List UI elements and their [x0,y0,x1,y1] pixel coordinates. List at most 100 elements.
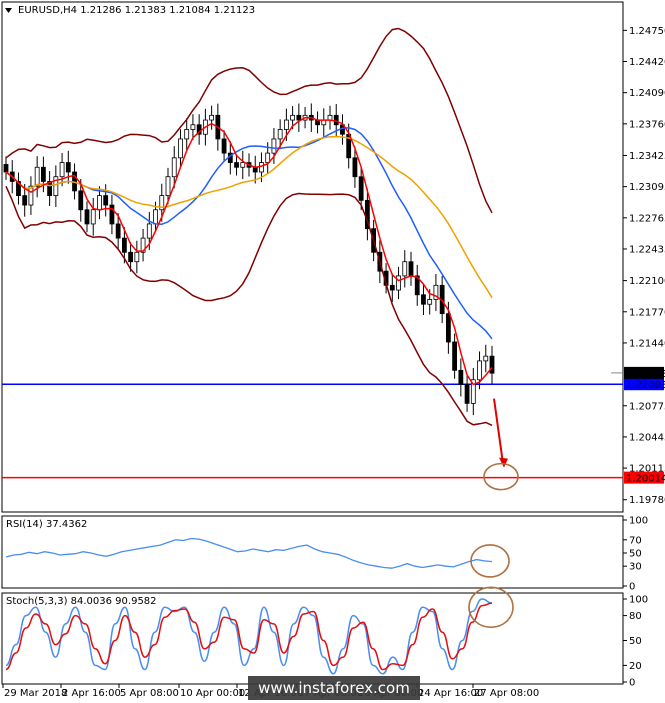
current-price-label-bg [624,366,664,379]
candle-body [483,355,489,362]
candle-body [433,284,439,300]
price-tick-label: 1.24420 [629,57,665,68]
price-tick-label: 1.20445 [629,432,665,443]
candle-body [3,164,9,173]
dropdown-triangle-icon [5,8,12,13]
candle-body [16,181,21,197]
candle-body [34,166,40,187]
candle-body [477,360,482,381]
x-tick-label: 10 Apr 00:00 [180,688,245,699]
candle-body [184,129,190,140]
level-label-0: 1.21003 [626,380,665,391]
target-circle [483,462,519,491]
candle-body [427,299,433,305]
candle-body [352,157,358,178]
candle-body [414,275,420,296]
price-tick-label: 1.20775 [629,401,665,412]
candle-body [445,313,451,343]
price-tick-label: 1.21770 [629,307,665,318]
level-label-bg-0 [624,378,664,391]
candle-body [53,176,59,197]
candle-body [78,190,84,211]
candle-body [159,195,165,211]
candle-body [402,261,408,277]
level-label-bg-1 [624,471,664,484]
candle-body [140,237,146,253]
candle-body [97,195,102,211]
candle-body [221,138,227,154]
candle-body [290,114,296,121]
arrow-shaft [493,398,504,464]
candle-body [277,129,283,140]
candle-body [470,379,476,404]
ma-fast-line [5,116,493,386]
candle-body [40,166,46,182]
candle-body [358,176,364,201]
candle-body [296,114,302,121]
price-tick-label: 1.21440 [629,338,665,349]
candle-body [190,124,196,130]
x-tick-label: 27 Apr 08:00 [474,688,539,699]
arrow-head [499,457,508,468]
candle-body [153,209,158,225]
x-tick-label: 24 Apr 16:00 [418,688,483,699]
candle-body [165,176,171,197]
candle-body [240,162,246,168]
stoch-tick-label: 100 [629,595,648,606]
candle-body [134,251,140,263]
rsi-header: RSI(14) 37.4362 [6,519,87,530]
price-tick-label: 1.22435 [629,244,665,255]
candle-body [464,384,470,404]
bollinger-upper [5,27,493,214]
rsi-tick-label: 100 [629,516,648,527]
candle-body [327,114,333,121]
candle-body [109,204,115,225]
candle-body [121,237,127,253]
stoch-k-line [5,598,493,675]
candle-body [408,261,414,277]
rsi-tick-label: 30 [629,562,642,573]
ma-slow-line [5,135,493,299]
bollinger-lower [5,185,493,426]
candle-body [396,275,401,291]
candle-body [178,138,183,159]
candle-body [458,369,464,385]
candle-body [103,195,109,206]
rsi-tick-label: 0 [629,582,635,593]
candle-body [90,209,96,225]
candle-body [489,355,495,374]
candle-body [234,162,239,168]
current-price-label: 1.21123 [626,369,665,380]
stoch-tick-label: 50 [629,636,642,647]
candle-body [271,138,277,154]
candle-body [47,181,53,197]
stoch-header: Stoch(5,3,3) 84.0036 90.9582 [6,596,157,607]
stoch-tick-label: 20 [629,661,642,672]
candle-body [28,185,34,206]
candle-body [65,162,71,173]
price-tick-label: 1.23760 [629,119,665,130]
rsi-tick-label: 70 [629,535,642,546]
candle-body [452,341,458,371]
candle-body [389,284,395,291]
stoch-tick-label: 80 [629,611,642,622]
price-header: EURUSD,H4 1.21286 1.21383 1.21084 1.2112… [18,5,255,16]
candle-body [265,152,271,163]
candle-body [171,157,177,178]
candle-body [22,195,28,206]
price-tick-label: 1.23095 [629,182,665,193]
price-tick-label: 1.19780 [629,495,665,506]
rsi-panel-frame [1,515,624,589]
watermark: www.instaforex.com [248,676,420,700]
candle-body [421,294,426,305]
candle-body [333,114,339,126]
x-tick-label: 29 Mar 2018 [4,688,67,699]
price-tick-label: 1.22765 [629,213,665,224]
price-tick-label: 1.23425 [629,151,665,162]
price-tick-label: 1.24750 [629,26,665,37]
stoch-circle [468,586,514,629]
candle-body [146,223,152,239]
x-tick-label: 5 Apr 08:00 [120,688,179,699]
stoch-d-line [5,602,493,671]
